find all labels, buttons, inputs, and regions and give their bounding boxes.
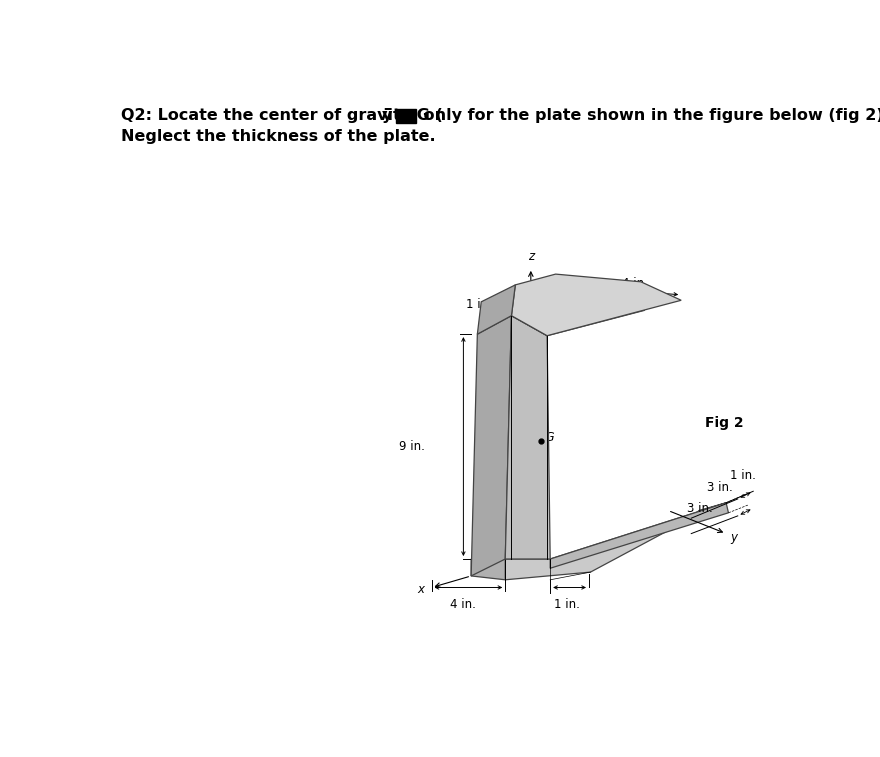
Text: 1 in.: 1 in. (730, 469, 756, 482)
Bar (396, 109, 416, 123)
Text: z̄: z̄ (530, 473, 535, 483)
Polygon shape (505, 503, 726, 580)
Polygon shape (477, 285, 516, 334)
Text: ȳ: ȳ (382, 107, 392, 123)
Text: 4 in.: 4 in. (621, 277, 648, 290)
Text: x: x (418, 584, 425, 597)
Text: 9 in.: 9 in. (399, 440, 425, 453)
Text: Neglect the thickness of the plate.: Neglect the thickness of the plate. (121, 129, 436, 145)
Text: 3 in.: 3 in. (707, 481, 732, 494)
Polygon shape (550, 503, 729, 569)
Text: 4 in.: 4 in. (450, 597, 475, 610)
Text: 3 in.: 3 in. (687, 503, 713, 516)
Polygon shape (511, 274, 681, 335)
Text: 1 in.: 1 in. (466, 298, 492, 311)
Text: ȳ: ȳ (517, 431, 524, 444)
Polygon shape (505, 316, 550, 559)
Text: y: y (730, 531, 737, 544)
Text: 1 in.: 1 in. (536, 283, 562, 296)
Polygon shape (471, 316, 511, 576)
Polygon shape (511, 292, 645, 335)
Text: 1 in.: 1 in. (554, 597, 580, 610)
Text: z: z (528, 251, 534, 263)
Polygon shape (471, 559, 505, 580)
Text: only for the plate shown in the figure below (fig 2).: only for the plate shown in the figure b… (419, 107, 880, 123)
Text: G: G (544, 431, 554, 444)
Text: Fig 2: Fig 2 (705, 416, 744, 431)
Text: Q2: Locate the center of gravity G (: Q2: Locate the center of gravity G ( (121, 107, 443, 123)
